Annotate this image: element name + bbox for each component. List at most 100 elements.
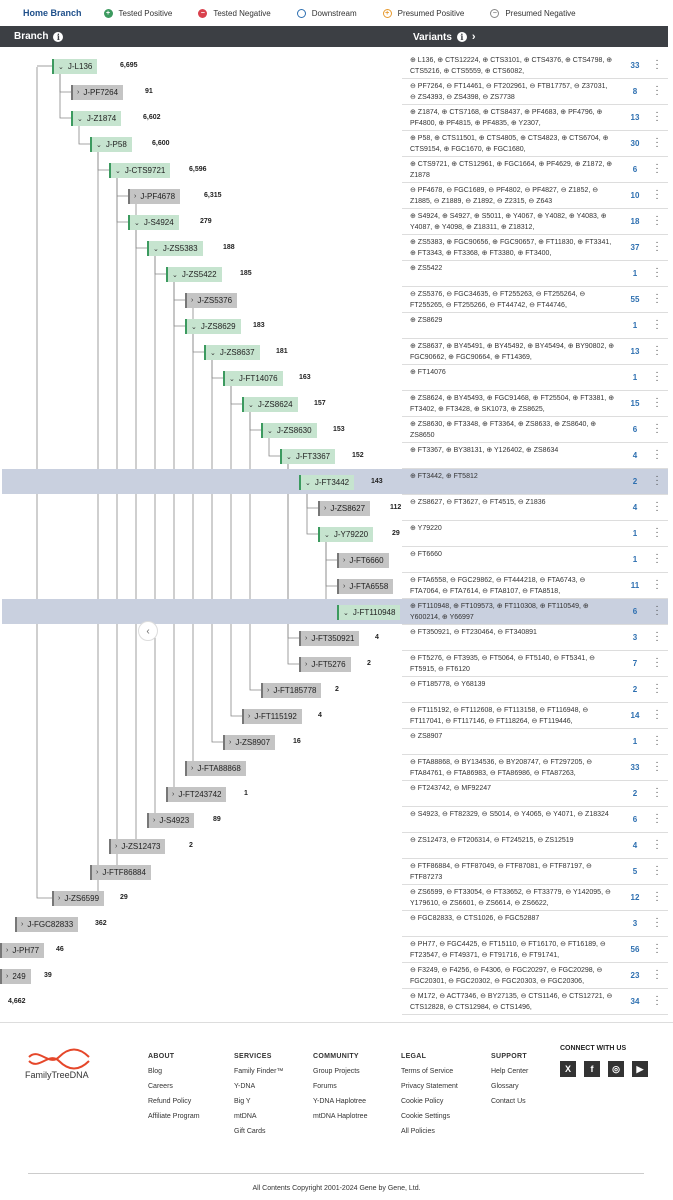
tree-node[interactable]: ⌄ J-S4924 xyxy=(128,215,179,230)
variant-count-link[interactable]: 6 xyxy=(632,607,638,616)
tree-node[interactable]: › J-FT115192 xyxy=(242,709,302,724)
chevron-right-icon[interactable]: › xyxy=(305,635,308,642)
chevron-right-icon[interactable]: › xyxy=(134,193,137,200)
tree-node[interactable]: ⌄ J-CTS9721 xyxy=(109,163,171,178)
chevron-right-icon[interactable]: › xyxy=(229,739,232,746)
variant-count-link[interactable]: 23 xyxy=(630,971,640,980)
footer-link[interactable]: mtDNA Haplotree xyxy=(313,1113,368,1120)
tree-node[interactable]: ⌄ J-ZS8637 xyxy=(204,345,260,360)
more-options-icon[interactable]: · · · xyxy=(655,341,659,360)
chevron-down-icon[interactable]: ⌄ xyxy=(153,245,159,253)
more-options-icon[interactable]: · · · xyxy=(655,835,659,854)
footer-link[interactable]: Group Projects xyxy=(313,1068,360,1075)
variant-count-link[interactable]: 6 xyxy=(632,165,638,174)
tree-node[interactable]: ⌄ J-Z1874 xyxy=(71,111,122,126)
footer-link[interactable]: Careers xyxy=(148,1083,173,1090)
variant-count-link[interactable]: 6 xyxy=(632,425,638,434)
footer-link[interactable]: Family Finder™ xyxy=(234,1068,284,1075)
variant-count-link[interactable]: 10 xyxy=(630,191,640,200)
more-options-icon[interactable]: · · · xyxy=(655,185,659,204)
more-options-icon[interactable]: · · · xyxy=(655,913,659,932)
more-options-icon[interactable]: · · · xyxy=(655,575,659,594)
chevron-right-icon[interactable]: › xyxy=(267,687,270,694)
chevron-down-icon[interactable]: ⌄ xyxy=(210,349,216,357)
instagram-icon[interactable]: ◎ xyxy=(608,1061,624,1077)
tree-node[interactable]: › J-FTF86884 xyxy=(90,865,151,880)
variant-count-link[interactable]: 3 xyxy=(632,633,638,642)
variant-count-link[interactable]: 1 xyxy=(632,321,638,330)
chevron-right-icon[interactable]: › xyxy=(324,505,327,512)
variant-count-link[interactable]: 30 xyxy=(630,139,640,148)
variant-count-link[interactable]: 37 xyxy=(630,243,640,252)
footer-link[interactable]: All Policies xyxy=(401,1128,435,1135)
footer-link[interactable]: Refund Policy xyxy=(148,1098,192,1105)
collapse-panel-button[interactable]: ‹ xyxy=(138,621,158,641)
more-options-icon[interactable]: · · · xyxy=(655,679,659,698)
tree-node[interactable]: › J-ZS5376 xyxy=(185,293,238,308)
more-options-icon[interactable]: · · · xyxy=(655,757,659,776)
tree-node[interactable]: › J-FT185778 xyxy=(261,683,322,698)
more-options-icon[interactable]: · · · xyxy=(655,861,659,880)
footer-link[interactable]: Contact Us xyxy=(491,1098,526,1105)
more-options-icon[interactable]: · · · xyxy=(655,263,659,282)
variant-count-link[interactable]: 33 xyxy=(630,61,640,70)
more-options-icon[interactable]: · · · xyxy=(655,237,659,256)
tree-node[interactable]: › J-S4923 xyxy=(147,813,195,828)
variant-count-link[interactable]: 15 xyxy=(630,399,640,408)
chevron-down-icon[interactable]: ⌄ xyxy=(96,141,102,149)
chevron-right-icon[interactable]: › xyxy=(191,297,194,304)
tree-node[interactable]: › J-ZS12473 xyxy=(109,839,166,854)
chevron-down-icon[interactable]: ⌄ xyxy=(172,271,178,279)
chevron-down-icon[interactable]: ⌄ xyxy=(267,427,273,435)
tree-node[interactable]: › J-PF4678 xyxy=(128,189,181,204)
home-branch-tab[interactable]: Home Branch xyxy=(23,8,82,18)
chevron-right-icon[interactable]: › xyxy=(305,661,308,668)
variant-count-link[interactable]: 2 xyxy=(632,789,638,798)
footer-link[interactable]: Terms of Service xyxy=(401,1068,454,1075)
chevron-down-icon[interactable]: ⌄ xyxy=(115,167,121,175)
variant-count-link[interactable]: 3 xyxy=(632,919,638,928)
chevron-down-icon[interactable]: ⌄ xyxy=(77,115,83,123)
tree-node[interactable]: › J-FGC82833 xyxy=(15,917,79,932)
tree-node[interactable]: › J-FTA88868 xyxy=(185,761,246,776)
chevron-down-icon[interactable]: ⌄ xyxy=(229,375,235,383)
variant-count-link[interactable]: 5 xyxy=(632,867,638,876)
more-options-icon[interactable]: · · · xyxy=(655,159,659,178)
tree-node[interactable]: › J-ZS8907 xyxy=(223,735,276,750)
more-options-icon[interactable]: · · · xyxy=(655,653,659,672)
chevron-down-icon[interactable]: ⌄ xyxy=(324,531,330,539)
tree-node[interactable]: ⌄ J-ZS8629 xyxy=(185,319,241,334)
chevron-right-icon[interactable]: › xyxy=(172,791,175,798)
more-options-icon[interactable]: · · · xyxy=(655,523,659,542)
tree-node[interactable]: ⌄ J-ZS8624 xyxy=(242,397,298,412)
more-options-icon[interactable]: · · · xyxy=(655,887,659,906)
tree-node[interactable]: › J-PH77 xyxy=(0,943,45,958)
chevron-right-icon[interactable]: › xyxy=(115,843,118,850)
chevron-down-icon[interactable]: ⌄ xyxy=(248,401,254,409)
tree-node[interactable]: ⌄ J-FT110948 xyxy=(337,605,401,620)
variant-count-link[interactable]: 33 xyxy=(630,763,640,772)
youtube-icon[interactable]: ▶ xyxy=(632,1061,648,1077)
variant-count-link[interactable]: 8 xyxy=(632,87,638,96)
more-options-icon[interactable]: · · · xyxy=(655,107,659,126)
variant-count-link[interactable]: 4 xyxy=(632,841,638,850)
variant-count-link[interactable]: 1 xyxy=(632,269,638,278)
chevron-down-icon[interactable]: ⌄ xyxy=(343,609,349,617)
more-options-icon[interactable]: · · · xyxy=(655,55,659,74)
more-options-icon[interactable]: · · · xyxy=(655,367,659,386)
more-options-icon[interactable]: · · · xyxy=(655,939,659,958)
variant-count-link[interactable]: 1 xyxy=(632,529,638,538)
tree-node[interactable]: › J-PF7264 xyxy=(71,85,124,100)
tree-node[interactable]: ⌄ J-L136 xyxy=(52,59,98,74)
footer-link[interactable]: Y-DNA xyxy=(234,1083,256,1090)
chevron-right-icon[interactable]: › xyxy=(6,947,9,954)
variant-count-link[interactable]: 7 xyxy=(632,659,638,668)
more-options-icon[interactable]: · · · xyxy=(655,627,659,646)
tree-node[interactable]: › J-FTA6558 xyxy=(337,579,394,594)
footer-link[interactable]: Cookie Policy xyxy=(401,1098,444,1105)
variant-count-link[interactable]: 12 xyxy=(630,893,640,902)
chevron-right-icon[interactable]: › xyxy=(248,713,251,720)
more-options-icon[interactable]: · · · xyxy=(655,471,659,490)
chevron-right-icon[interactable]: › xyxy=(191,765,194,772)
footer-link[interactable]: mtDNA xyxy=(234,1113,257,1120)
